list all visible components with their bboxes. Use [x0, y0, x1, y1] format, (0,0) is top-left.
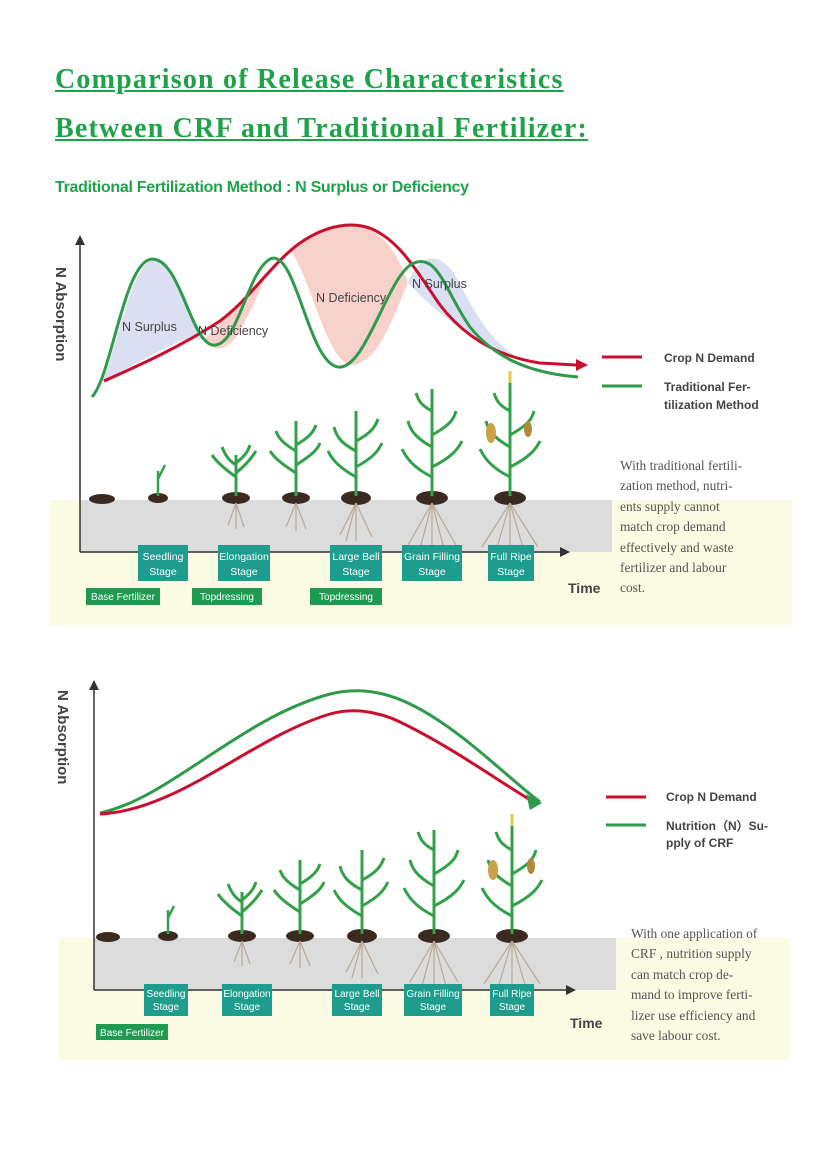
crf-supply-curve [99, 689, 541, 815]
soil-grey-band [94, 938, 616, 990]
legend-traditional-label-line-2: tilization Method [664, 398, 759, 412]
traditional-supply-curve [90, 256, 579, 399]
plant-stages-illustration [89, 371, 542, 553]
svg-text:Stage: Stage [153, 1002, 180, 1013]
stage-large-bell: Large Bell Stage [330, 545, 382, 581]
section-subtitle: Traditional Fertilization Method : N Sur… [55, 179, 469, 196]
note-line: can match crop de- [631, 966, 734, 982]
note-line: effectively and waste [620, 539, 734, 555]
tag-topdressing-2: Topdressing [310, 588, 382, 605]
traditional-fertilization-diagram: N Surplus N Deficiency N Deficiency N Su… [50, 223, 792, 625]
svg-text:Grain Filling: Grain Filling [406, 989, 459, 1000]
svg-text:Seedling: Seedling [147, 989, 186, 1000]
svg-text:Stage: Stage [234, 1002, 261, 1013]
stage-full-ripe: Full Ripe Stage [488, 545, 534, 581]
legend-demand-label: Crop N Demand [664, 351, 755, 365]
crf-diagram: N Absorption Time Crop N Demand Nutritio… [54, 680, 790, 1060]
svg-text:Stage: Stage [418, 566, 446, 578]
svg-text:Elongation: Elongation [219, 551, 269, 563]
svg-text:Stage: Stage [497, 566, 525, 578]
x-axis-label: Time [570, 1015, 603, 1031]
svg-text:Stage: Stage [342, 566, 370, 578]
tag-base-fertilizer: Base Fertilizer [86, 588, 160, 605]
svg-text:Base Fertilizer: Base Fertilizer [100, 1028, 165, 1039]
svg-text:Stage: Stage [230, 566, 258, 578]
stage-elongation: Elongation Stage [222, 984, 272, 1016]
stage-elongation: Elongation Stage [218, 545, 270, 581]
note-line: CRF , nutrition supply [631, 946, 752, 962]
note-line: mand to improve ferti- [631, 987, 753, 1003]
page-title-line-2: Between CRF and Traditional Fertilizer: [55, 113, 589, 144]
x-axis-label: Time [568, 580, 601, 596]
svg-text:Stage: Stage [149, 566, 177, 578]
note-line: cost. [620, 580, 645, 596]
svg-text:Grain Filling: Grain Filling [404, 551, 460, 563]
stage-seedling: Seedling Stage [138, 545, 188, 581]
page-title-line-1: Comparison of Release Characteristics [55, 64, 564, 95]
traditional-fertilization-panel: N Surplus N Deficiency N Deficiency N Su… [0, 215, 826, 635]
svg-text:Full Ripe: Full Ripe [492, 989, 532, 1000]
crop-n-demand-curve [99, 709, 533, 816]
svg-text:Large Bell: Large Bell [334, 989, 379, 1000]
stage-grain-filling: Grain Filling Stage [402, 545, 462, 581]
annotation-n-surplus-2: N Surplus [412, 277, 467, 291]
annotation-n-surplus-1: N Surplus [122, 320, 177, 334]
svg-text:Seedling: Seedling [143, 551, 184, 563]
stage-grain-filling: Grain Filling Stage [404, 984, 462, 1016]
note-line: fertilizer and labour [620, 560, 727, 576]
curve-arrowhead [526, 794, 542, 810]
stage-seedling: Seedling Stage [144, 984, 188, 1016]
svg-text:Full Ripe: Full Ripe [490, 551, 532, 563]
surplus-area-2 [408, 258, 520, 359]
note-line: With one application of [631, 926, 758, 941]
legend-demand-label: Crop N Demand [666, 790, 757, 804]
annotation-n-deficiency-2: N Deficiency [316, 291, 387, 305]
note-line: With traditional fertili- [620, 458, 743, 473]
plant-stages-illustration [96, 814, 544, 990]
note-line: ents supply cannot [620, 498, 720, 514]
svg-text:Topdressing: Topdressing [319, 592, 373, 603]
y-axis-label: N Absorption [54, 690, 71, 784]
note-line: match crop demand [620, 519, 726, 535]
y-axis-label: N Absorption [52, 267, 69, 361]
svg-text:Base Fertilizer: Base Fertilizer [91, 592, 156, 603]
annotation-n-deficiency-1: N Deficiency [198, 324, 269, 338]
legend-crf-label-line-1: Nutrition（N）Su- [666, 818, 768, 833]
note-line: lizer use efficiency and [631, 1007, 756, 1023]
legend-crf-label-line-2: pply of CRF [666, 836, 733, 850]
svg-text:Topdressing: Topdressing [200, 592, 254, 603]
note-line: save labour cost. [631, 1028, 721, 1044]
deficiency-area-2 [290, 226, 408, 365]
soil-grey-band [80, 500, 612, 552]
crf-method-note: With one application of CRF , nutrition … [631, 924, 791, 1046]
tag-base-fertilizer: Base Fertilizer [96, 1024, 168, 1040]
tag-topdressing-1: Topdressing [192, 588, 262, 605]
svg-text:Stage: Stage [420, 1002, 447, 1013]
svg-text:Stage: Stage [499, 1002, 526, 1013]
svg-text:Elongation: Elongation [223, 989, 270, 1000]
traditional-method-note: With traditional fertili- zation method,… [620, 456, 790, 599]
legend-traditional-label-line-1: Traditional Fer- [664, 380, 751, 394]
stage-large-bell: Large Bell Stage [332, 984, 382, 1016]
crf-panel: N Absorption Time Crop N Demand Nutritio… [0, 670, 826, 1070]
svg-text:Large Bell: Large Bell [332, 551, 379, 563]
svg-text:Stage: Stage [344, 1002, 371, 1013]
demand-arrowhead [576, 359, 588, 371]
stage-full-ripe: Full Ripe Stage [490, 984, 534, 1016]
note-line: zation method, nutri- [620, 478, 733, 494]
